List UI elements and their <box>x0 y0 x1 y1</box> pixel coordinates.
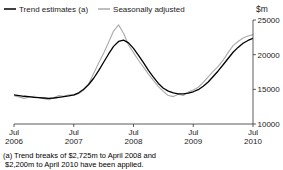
x-tick-label-line: Jul <box>128 128 138 137</box>
legend-label: Seasonally adjusted <box>113 5 185 14</box>
x-tick-label-line: 2006 <box>5 137 23 146</box>
x-tick <box>253 124 254 127</box>
legend-swatch <box>98 8 110 10</box>
y-axis-label: $m <box>256 4 268 14</box>
y-tick <box>253 20 256 21</box>
x-tick-label: Jul2009 <box>184 128 202 146</box>
y-tick-label: 15000 <box>258 85 281 94</box>
y-tick-label: 10000 <box>258 120 281 129</box>
x-tick <box>133 124 134 127</box>
x-tick-label-line: Jul <box>69 128 79 137</box>
legend: Trend estimates (a) Seasonally adjusted <box>4 5 185 14</box>
x-tick-label: Jul2010 <box>244 128 262 146</box>
y-tick <box>253 89 256 90</box>
x-tick <box>73 124 74 127</box>
y-tick-label: 20000 <box>258 51 281 60</box>
x-tick-label-line: 2008 <box>125 137 143 146</box>
x-tick-label-line: Jul <box>188 128 198 137</box>
series-line <box>14 38 253 98</box>
y-tick <box>253 54 256 55</box>
x-tick-label-line: 2009 <box>184 137 202 146</box>
x-tick-label: Jul2007 <box>65 128 83 146</box>
x-tick-label-line: Jul <box>248 128 258 137</box>
x-tick-label-line: 2007 <box>65 137 83 146</box>
page: {"chart_data": {"type": "line", "y_label… <box>0 0 283 170</box>
y-tick <box>253 124 256 125</box>
legend-label: Trend estimates (a) <box>19 5 88 14</box>
series-group <box>14 25 253 100</box>
axes: Jul2006Jul2007Jul2008Jul2009Jul201010000… <box>5 16 280 146</box>
y-axis-line <box>253 20 254 124</box>
x-tick-label: Jul2008 <box>125 128 143 146</box>
footnote-line: $2,200m to April 2010 have been applied. <box>3 160 144 169</box>
footnote-line: (a) Trend breaks of $2,725m to April 200… <box>3 151 156 160</box>
x-tick <box>14 124 15 127</box>
series-line <box>14 25 253 100</box>
chart: Jul2006Jul2007Jul2008Jul2009Jul201010000… <box>0 0 283 170</box>
x-tick-label-line: Jul <box>9 128 19 137</box>
x-tick-label: Jul2006 <box>5 128 23 146</box>
x-tick-label-line: 2010 <box>244 137 262 146</box>
y-tick-label: 25000 <box>258 16 281 25</box>
x-tick <box>193 124 194 127</box>
legend-swatch <box>4 8 16 10</box>
footnote: (a) Trend breaks of $2,725m to April 200… <box>3 151 156 169</box>
